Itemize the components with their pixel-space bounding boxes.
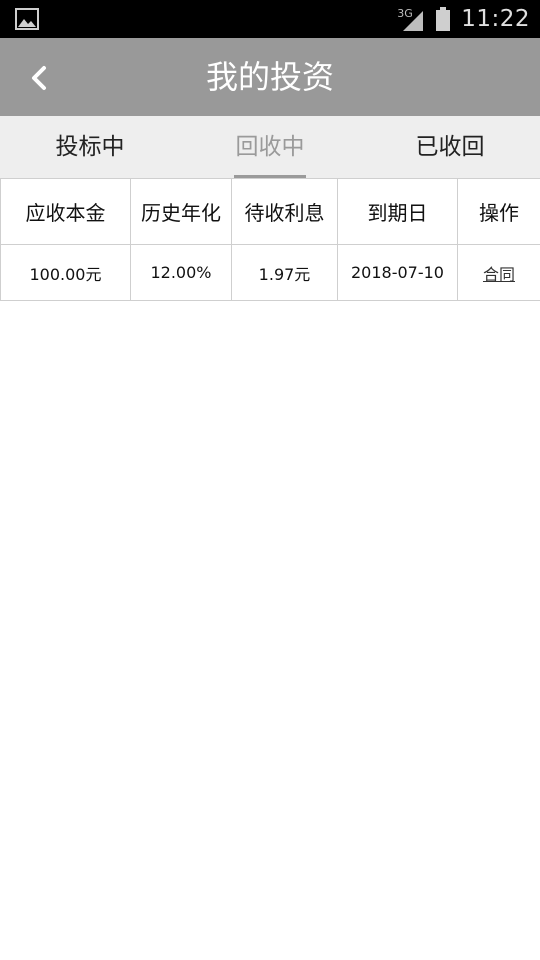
tab-label: 回收中 <box>235 134 305 160</box>
rate-cell: 12.00% <box>130 244 232 301</box>
tab-recovering[interactable]: 回收中 <box>180 116 360 178</box>
tab-label: 已收回 <box>415 134 485 160</box>
column-header-rate: 历史年化 <box>130 178 232 245</box>
battery-icon <box>436 7 451 31</box>
page-title: 我的投资 <box>205 58 334 96</box>
tab-bidding[interactable]: 投标中 <box>0 116 180 178</box>
back-button[interactable] <box>22 58 62 98</box>
app-bar: 我的投资 <box>0 38 540 116</box>
status-time: 11:22 <box>461 6 530 32</box>
due-date-cell: 2018-07-10 <box>337 244 458 301</box>
contract-link[interactable]: 合同 <box>482 264 515 284</box>
chevron-left-icon <box>32 66 46 90</box>
gallery-notification-icon <box>15 8 39 30</box>
tab-bar: 投标中 回收中 已收回 <box>0 116 540 178</box>
signal-icon: 3G <box>397 5 425 33</box>
tab-label: 投标中 <box>55 134 125 160</box>
tab-recovered[interactable]: 已收回 <box>360 116 540 178</box>
active-tab-indicator <box>234 175 306 178</box>
principal-cell: 100.00元 <box>0 244 131 301</box>
table-header-row: 应收本金 历史年化 待收利息 到期日 操作 <box>0 178 540 245</box>
network-type-label: 3G <box>397 7 413 20</box>
column-header-action: 操作 <box>457 178 540 245</box>
column-header-principal: 应收本金 <box>0 178 131 245</box>
column-header-due-date: 到期日 <box>337 178 458 245</box>
interest-cell: 1.97元 <box>231 244 338 301</box>
column-header-interest: 待收利息 <box>231 178 338 245</box>
action-cell: 合同 <box>457 244 540 301</box>
table-row: 100.00元 12.00% 1.97元 2018-07-10 合同 <box>0 244 540 301</box>
investment-table: 应收本金 历史年化 待收利息 到期日 操作 100.00元 12.00% 1.9… <box>0 178 540 301</box>
status-bar: 3G 11:22 <box>0 0 540 38</box>
